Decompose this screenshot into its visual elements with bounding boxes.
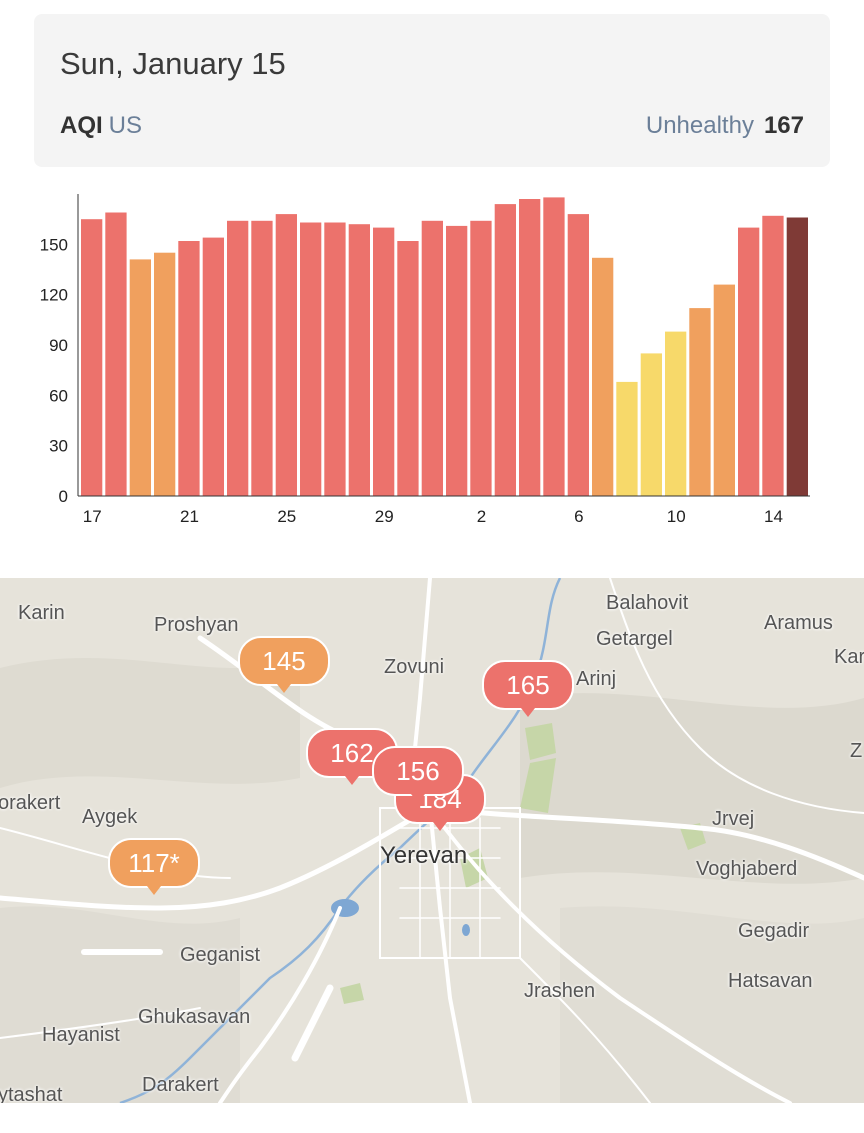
place-label: Darakert: [142, 1074, 219, 1096]
aqi-map[interactable]: Karin Proshyan Zovuni Balahovit Getargel…: [0, 578, 864, 1103]
place-label-city: Yerevan: [380, 842, 468, 869]
map-background: [0, 578, 864, 1103]
aqi-bar[interactable]: [713, 284, 735, 496]
aqi-station-marker[interactable]: 145: [238, 636, 330, 693]
y-tick-label: 30: [49, 437, 68, 456]
y-tick-label: 0: [59, 487, 68, 506]
aqi-bar[interactable]: [251, 220, 273, 497]
aqi-bar[interactable]: [519, 199, 541, 496]
aqi-bar[interactable]: [592, 257, 614, 496]
y-axis: 0 30 60 90 120 150: [40, 194, 79, 506]
y-tick-label: 90: [49, 336, 68, 355]
aqi-bar[interactable]: [446, 225, 468, 496]
x-tick-label: 29: [375, 507, 394, 526]
place-label: orakert: [0, 792, 61, 814]
aqi-summary-card: Sun, January 15 AQI US Unhealthy 167: [34, 14, 830, 167]
aqi-bar[interactable]: [324, 222, 346, 497]
place-label: Kar: [834, 646, 864, 668]
aqi-value: 167: [763, 112, 804, 139]
aqi-station-marker[interactable]: 165: [482, 660, 574, 717]
place-label: Arinj: [576, 668, 617, 690]
y-tick-label: 120: [40, 286, 68, 305]
aqi-station-marker[interactable]: 117*: [108, 838, 200, 895]
aqi-bar[interactable]: [689, 308, 711, 496]
aqi-bar[interactable]: [616, 381, 638, 496]
y-tick-label: 60: [49, 386, 68, 405]
aqi-bar[interactable]: [738, 227, 760, 496]
aqi-bar[interactable]: [567, 214, 589, 496]
aqi-bar[interactable]: [543, 197, 565, 496]
aqi-history-bar-chart: 0 30 60 90 120 150 17 21 25 29 2 6 10 14: [40, 194, 810, 526]
place-label: Ghukasavan: [138, 1006, 251, 1028]
place-label: Aramus: [764, 612, 833, 634]
aqi-label: AQI US: [60, 112, 142, 140]
aqi-bar[interactable]: [494, 204, 516, 496]
aqi-bar[interactable]: [129, 259, 151, 496]
place-label: Aygek: [82, 806, 138, 828]
aqi-bar[interactable]: [348, 224, 370, 496]
aqi-status: Unhealthy 167: [646, 112, 804, 140]
place-label: Hatsavan: [728, 970, 813, 992]
place-label: Hayanist: [42, 1024, 120, 1046]
date-title: Sun, January 15: [60, 46, 286, 81]
aqi-bar[interactable]: [105, 212, 127, 497]
aqi-standard[interactable]: US: [108, 112, 143, 139]
aqi-bar[interactable]: [665, 331, 687, 496]
place-label: Balahovit: [606, 592, 689, 614]
bars: [81, 197, 808, 497]
aqi-bar[interactable]: [786, 217, 808, 497]
place-label: Jrashen: [524, 980, 596, 1002]
aqi-bar[interactable]: [640, 353, 662, 496]
x-tick-label: 17: [83, 507, 102, 526]
y-tick-label: 150: [40, 235, 68, 254]
aqi-bar[interactable]: [300, 222, 322, 497]
aqi-bar[interactable]: [154, 252, 176, 496]
place-label: ytashat: [0, 1084, 63, 1103]
place-label: Zovuni: [384, 656, 445, 678]
aqi-bar[interactable]: [178, 241, 200, 496]
aqi-text: AQI: [60, 112, 103, 139]
place-label: Voghjaberd: [696, 858, 798, 880]
aqi-bar[interactable]: [227, 220, 249, 497]
place-label: Gegadir: [738, 920, 810, 942]
aqi-bar[interactable]: [373, 227, 395, 496]
aqi-status-text: Unhealthy: [645, 112, 754, 139]
x-tick-label: 6: [574, 507, 583, 526]
place-label: Geganist: [180, 944, 261, 966]
place-label: Proshyan: [154, 614, 239, 636]
x-tick-label: 25: [277, 507, 296, 526]
place-label: Z: [850, 740, 863, 762]
aqi-bar[interactable]: [470, 220, 492, 497]
x-tick-label: 2: [477, 507, 486, 526]
aqi-bar[interactable]: [762, 215, 784, 497]
place-label: Jrvej: [712, 808, 755, 830]
place-label: Getargel: [596, 628, 673, 650]
aqi-bar[interactable]: [421, 220, 443, 497]
aqi-bar[interactable]: [81, 219, 103, 496]
bottom-spacer: [0, 1103, 864, 1133]
x-tick-label: 21: [180, 507, 199, 526]
aqi-bar[interactable]: [202, 237, 224, 496]
x-tick-label: 10: [667, 507, 686, 526]
aqi-bar[interactable]: [275, 214, 297, 496]
aqi-station-marker[interactable]: 156: [372, 746, 464, 803]
x-axis: 17 21 25 29 2 6 10 14: [78, 495, 810, 526]
x-tick-label: 14: [764, 507, 783, 526]
aqi-bar[interactable]: [397, 241, 419, 496]
place-label: Karin: [18, 602, 65, 624]
